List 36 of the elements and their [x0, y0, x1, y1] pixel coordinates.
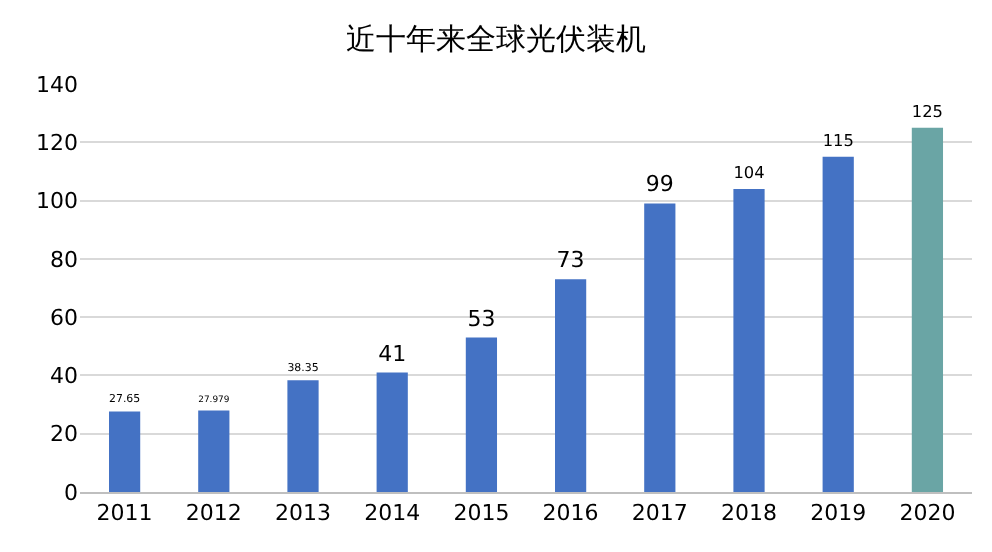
- bar: [733, 188, 765, 492]
- bar: [465, 337, 498, 492]
- x-tick-label: 2014: [364, 500, 421, 527]
- data-label: 125: [911, 101, 943, 122]
- y-tick-label: 0: [64, 479, 78, 506]
- y-tick-label: 140: [36, 71, 78, 98]
- bar: [911, 127, 944, 492]
- y-tick-label: 40: [50, 363, 78, 390]
- x-tick-label: 2017: [631, 500, 688, 527]
- bar: [555, 279, 587, 492]
- data-label: 99: [645, 171, 674, 198]
- x-tick-label: 2012: [185, 500, 242, 527]
- data-label: 41: [378, 340, 407, 367]
- data-label: 53: [467, 305, 496, 332]
- bar: [109, 411, 141, 492]
- x-tick-label: 2019: [810, 500, 867, 527]
- bar: [644, 203, 676, 492]
- y-tick-label: 120: [36, 129, 78, 156]
- x-tick-label: 2013: [275, 500, 331, 527]
- bar: [376, 372, 408, 492]
- x-tick-label: 2011: [96, 500, 153, 527]
- x-tick-label: 2016: [542, 500, 599, 527]
- x-tick-label: 2018: [721, 500, 777, 527]
- x-tick-label: 2015: [453, 500, 510, 527]
- bar: [822, 156, 854, 492]
- y-tick-label: 20: [50, 421, 78, 448]
- bar: [198, 410, 230, 492]
- bar: [287, 380, 319, 492]
- data-label: 115: [822, 130, 854, 151]
- y-tick-label: 80: [50, 246, 78, 273]
- y-tick-label: 60: [50, 304, 78, 331]
- chart-title: 近十年来全球光伏装机: [346, 20, 646, 57]
- x-tick-label: 2020: [899, 500, 956, 527]
- data-label: 104: [733, 162, 765, 183]
- y-tick-label: 100: [36, 188, 78, 215]
- data-label: 73: [556, 247, 585, 274]
